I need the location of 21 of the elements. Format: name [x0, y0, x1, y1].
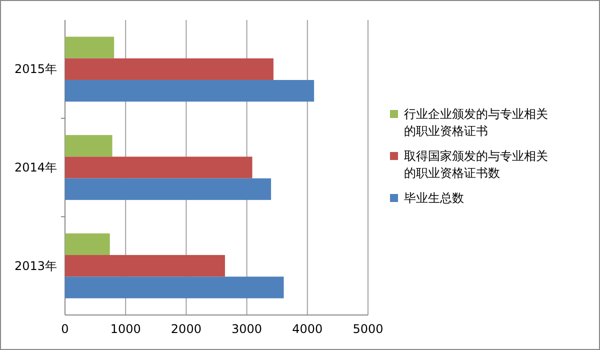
x-tick-label: 3000: [232, 322, 262, 336]
bar: [65, 80, 314, 102]
bar: [65, 233, 110, 256]
bar: [65, 255, 225, 277]
y-tick-label: 2013年: [14, 258, 57, 273]
bar: [65, 276, 284, 298]
x-tick-label: 5000: [352, 322, 384, 336]
bar: [65, 36, 114, 58]
legend-label: 行业企业颁发的与专业相关的职业资格证书: [404, 107, 548, 138]
bar: [65, 135, 112, 157]
x-tick-label: 4000: [292, 322, 323, 336]
bar: [65, 58, 274, 80]
bar: [65, 178, 272, 200]
x-tick-label: 1000: [110, 322, 141, 336]
x-tick-label: 0: [61, 322, 69, 336]
legend-label: 毕业生总数: [404, 191, 464, 205]
legend-label: 取得国家颁发的与专业相关的职业资格证书数: [404, 149, 548, 180]
y-tick-label: 2014年: [14, 160, 57, 174]
bar: [65, 156, 252, 178]
x-tick-label: 2000: [170, 322, 202, 336]
y-tick-label: 2015年: [14, 62, 57, 76]
